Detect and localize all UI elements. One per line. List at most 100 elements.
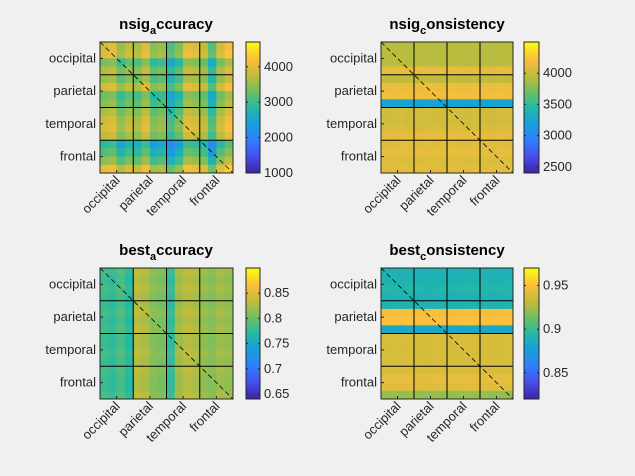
- colorbar-segment: [246, 125, 260, 129]
- heatmap-cell: [504, 140, 514, 149]
- heatmap-cell: [455, 358, 464, 367]
- heatmap-cell: [389, 308, 398, 318]
- heatmap-cell: [141, 390, 151, 400]
- colorbar-segment: [246, 70, 260, 74]
- colorbar-segment: [246, 44, 260, 47]
- heatmap-cell: [389, 358, 398, 367]
- heatmap-cell: [397, 292, 407, 302]
- heatmap-cell: [405, 82, 415, 92]
- colorbar-segment: [524, 394, 539, 398]
- heatmap-cell: [496, 50, 506, 59]
- heatmap-cell: [504, 325, 514, 334]
- heatmap-cell: [191, 50, 201, 59]
- colorbar-segment: [524, 166, 539, 170]
- heatmap-cell: [124, 99, 134, 108]
- heatmap-cell: [224, 115, 234, 125]
- heatmap-cell: [174, 333, 184, 343]
- heatmap-cell: [158, 308, 167, 318]
- heatmap-cell: [397, 164, 407, 174]
- heatmap-cell: [191, 382, 201, 392]
- heatmap-cell: [116, 284, 126, 293]
- heatmap-cell: [430, 42, 440, 51]
- heatmap-cell: [414, 123, 423, 133]
- heatmap-cell: [208, 276, 217, 285]
- heatmap-cell: [471, 358, 481, 367]
- colorbar-segment: [246, 115, 260, 119]
- colorbar-segment: [246, 323, 260, 326]
- heatmap-cell: [191, 308, 201, 318]
- heatmap-cell: [480, 164, 489, 174]
- colorbar-segment: [524, 388, 539, 392]
- heatmap-cell: [216, 341, 226, 351]
- heatmap-cell: [133, 268, 142, 277]
- heatmap-cell: [422, 66, 431, 76]
- heatmap-cell: [149, 107, 159, 117]
- heatmap-cell: [199, 42, 209, 51]
- heatmap-cell: [397, 358, 407, 367]
- heatmap-cell: [480, 107, 489, 117]
- x-tick-label: occipital: [79, 172, 123, 216]
- colorbar-segment: [524, 298, 539, 302]
- heatmap-cell: [133, 123, 142, 133]
- colorbar-segment: [246, 105, 260, 108]
- y-tick-label: frontal: [60, 375, 96, 390]
- heatmap-cell: [381, 292, 390, 302]
- heatmap-cell: [116, 74, 126, 84]
- heatmap-cell: [496, 74, 506, 84]
- heatmap-cell: [422, 366, 431, 375]
- heatmap-cell: [149, 148, 159, 158]
- heatmap-cell: [158, 164, 167, 174]
- heatmap-cell: [133, 341, 142, 351]
- colorbar-segment: [524, 87, 539, 90]
- heatmap-cell: [463, 382, 473, 392]
- heatmap-panel-2: occipitaloccipitalparietalparietaltempor…: [326, 16, 572, 219]
- heatmap-cell: [116, 268, 126, 277]
- heatmap-cell: [422, 74, 431, 84]
- colorbar-segment: [524, 325, 539, 328]
- heatmap-cell: [124, 132, 134, 141]
- colorbar-segment: [246, 282, 260, 285]
- heatmap-cell: [216, 300, 226, 310]
- heatmap-cell: [405, 132, 415, 141]
- heatmap-cell: [455, 132, 464, 141]
- colorbar-segment: [246, 356, 260, 359]
- colorbar-segment: [246, 298, 260, 302]
- heatmap-cell: [389, 317, 398, 326]
- heatmap-cell: [414, 268, 423, 277]
- heatmap-cell: [447, 325, 456, 334]
- colorbar-segment: [524, 378, 539, 381]
- heatmap-cell: [414, 156, 423, 166]
- heatmap-cell: [116, 91, 126, 100]
- heatmap-cell: [183, 156, 192, 166]
- heatmap-cell: [124, 50, 134, 59]
- heatmap-cell: [455, 325, 464, 334]
- heatmap-cell: [463, 366, 473, 375]
- heatmap-cell: [149, 74, 159, 84]
- heatmap-cell: [414, 148, 423, 158]
- heatmap-cell: [199, 374, 209, 384]
- heatmap-cell: [166, 300, 176, 310]
- colorbar-segment: [524, 115, 539, 119]
- heatmap-cell: [504, 333, 514, 343]
- heatmap-cell: [216, 390, 226, 400]
- heatmap-cell: [183, 382, 192, 392]
- heatmap-cell: [141, 123, 151, 133]
- colorbar-segment: [246, 331, 260, 334]
- heatmap-cell: [430, 107, 440, 117]
- heatmap-cell: [199, 341, 209, 351]
- heatmap-cell: [488, 156, 497, 166]
- heatmap-cell: [381, 366, 390, 375]
- colorbar-tick-label: 4000: [543, 65, 572, 80]
- heatmap-cell: [199, 66, 209, 76]
- heatmap-cell: [224, 300, 234, 310]
- heatmap-cell: [422, 99, 431, 108]
- heatmap-cell: [438, 164, 448, 174]
- colorbar-segment: [246, 170, 260, 174]
- heatmap-cell: [166, 50, 176, 59]
- heatmap-cell: [183, 366, 192, 375]
- heatmap-cell: [141, 140, 151, 149]
- colorbar-segment: [246, 46, 260, 49]
- heatmap-cell: [414, 82, 423, 92]
- heatmap-cell: [397, 91, 407, 100]
- heatmap-cell: [166, 156, 176, 166]
